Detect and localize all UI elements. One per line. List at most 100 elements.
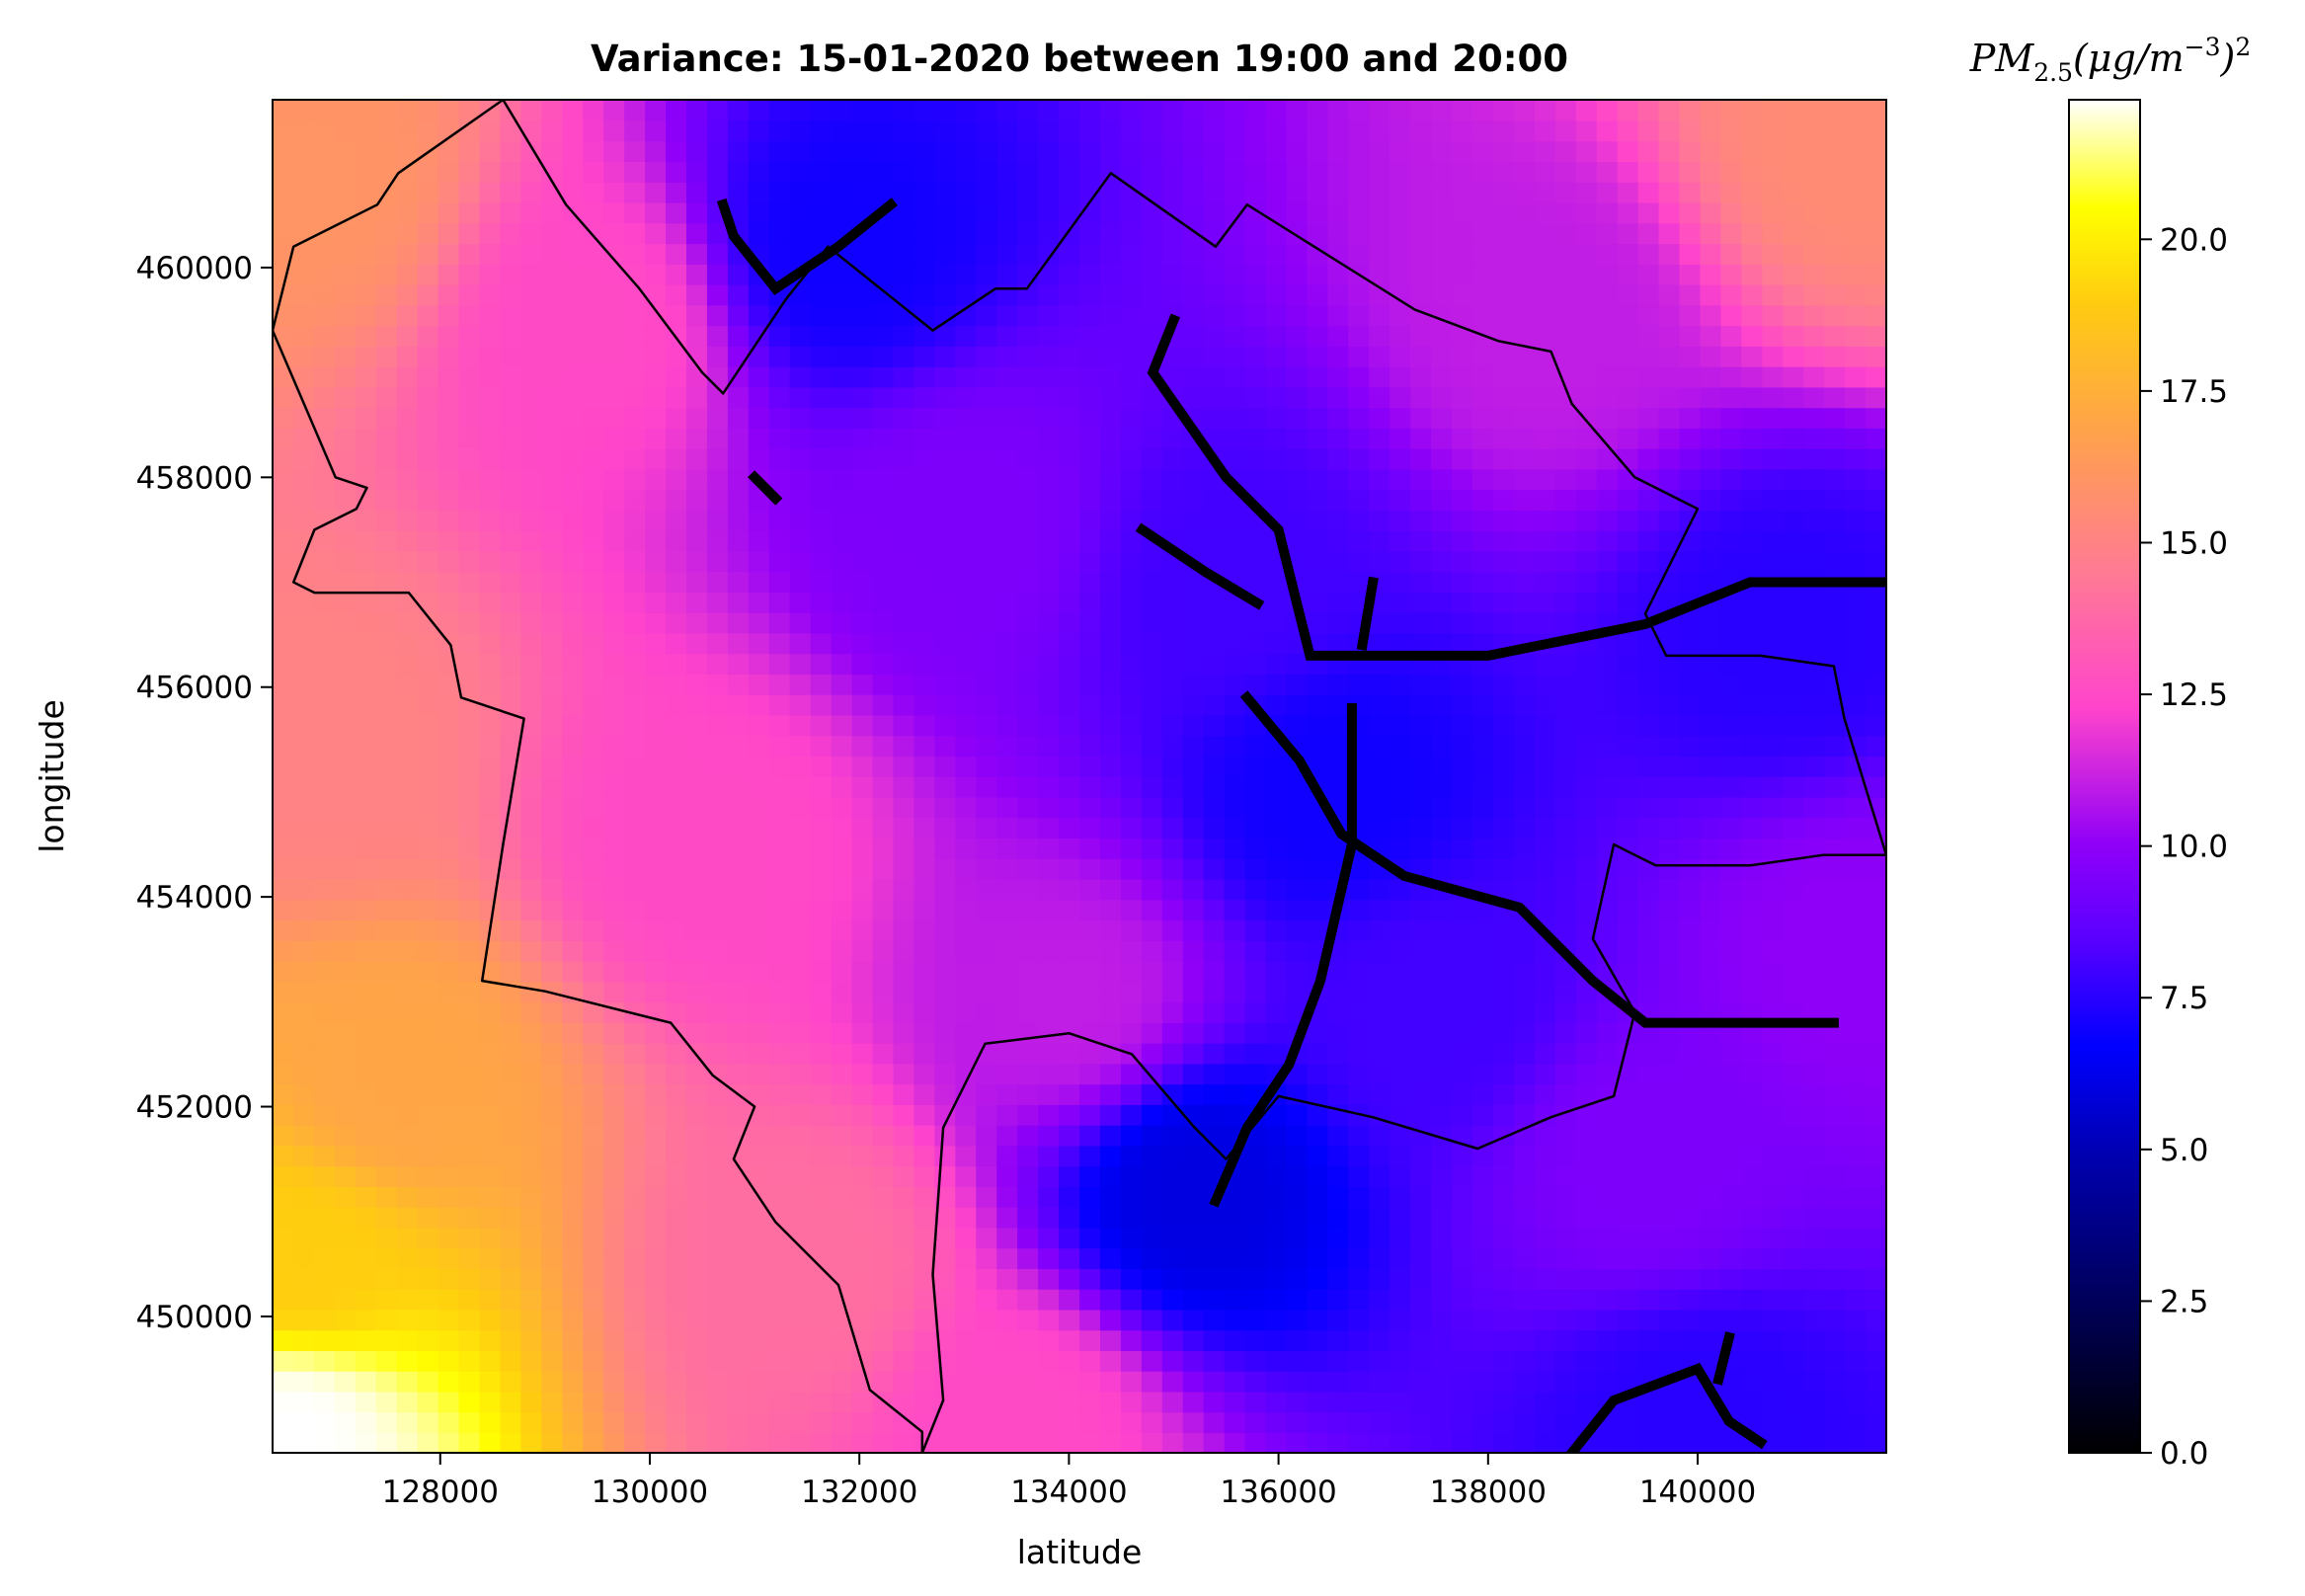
heatmap-cell [397,305,419,327]
heatmap-cell [562,633,584,655]
heatmap-cell [1245,1310,1267,1331]
heatmap-cell [1576,1043,1598,1065]
heatmap-cell [955,1310,977,1331]
heatmap-cell [1348,900,1370,921]
heatmap-cell [686,1207,708,1229]
heatmap-cell [1266,1310,1288,1331]
heatmap-cell [1183,674,1205,695]
heatmap-cell [707,1371,729,1393]
heatmap-cell [1472,1392,1494,1413]
heatmap-cell [1493,919,1515,941]
heatmap-cell [1803,1268,1825,1290]
heatmap-cell [1824,818,1846,839]
heatmap-cell [996,879,1018,901]
heatmap-cell [996,141,1018,163]
heatmap-cell [1079,900,1101,921]
heatmap-cell [438,469,460,491]
heatmap-cell [1225,325,1246,347]
heatmap-cell [1700,182,1721,203]
heatmap-cell [1431,818,1453,839]
heatmap-cell [583,1083,604,1105]
heatmap-cell [1183,1064,1205,1085]
heatmap-cell [1266,120,1288,142]
heatmap-cell [1659,1247,1681,1269]
heatmap-cell [1162,161,1184,183]
heatmap-cell [1348,1350,1370,1372]
heatmap-cell [1638,1310,1660,1331]
heatmap-cell [397,346,419,367]
heatmap-cell [1472,448,1494,470]
heatmap-cell [955,1022,977,1044]
heatmap-cell [1741,530,1763,552]
heatmap-cell [749,510,770,531]
heatmap-cell [1100,571,1122,593]
heatmap-cell [666,633,687,655]
heatmap-cell [1576,756,1598,777]
heatmap-cell [1369,1064,1391,1085]
heatmap-cell [438,1104,460,1126]
heatmap-cell [418,1022,439,1044]
heatmap-cell [1245,1329,1267,1351]
heatmap-cell [873,879,895,901]
heatmap-cell [1307,592,1328,613]
heatmap-cell [1700,1125,1721,1147]
heatmap-cell [479,387,501,409]
heatmap-cell [934,182,956,203]
heatmap-cell [418,919,439,941]
heatmap-cell [1803,1310,1825,1331]
heatmap-cell [1472,1350,1494,1372]
heatmap-cell [583,1310,604,1331]
heatmap-cell [1803,182,1825,203]
heatmap-cell [583,1392,604,1413]
heatmap-cell [1638,305,1660,327]
heatmap-cell [1720,182,1742,203]
heatmap-cell [873,653,895,675]
heatmap-cell [1100,776,1122,798]
heatmap-cell [1183,510,1205,531]
heatmap-cell [832,264,853,285]
heatmap-cell [562,305,584,327]
heatmap-cell [1700,202,1721,224]
heatmap-cell [562,428,584,449]
heatmap-cell [1327,1289,1349,1311]
heatmap-cell [479,1329,501,1351]
heatmap-cell [562,510,584,531]
heatmap-cell [1183,1371,1205,1393]
heatmap-cell [1659,879,1681,901]
heatmap-cell [811,1125,833,1147]
heatmap-cell [873,1247,895,1269]
heatmap-cell [1142,592,1163,613]
heatmap-cell [583,735,604,757]
heatmap-cell [852,1207,874,1229]
heatmap-cell [1286,797,1308,819]
heatmap-cell [520,489,542,511]
heatmap-cell [1204,346,1226,367]
heatmap-cell [1659,961,1681,983]
heatmap-cell [273,1104,294,1126]
heatmap-cell [541,1228,563,1249]
heatmap-cell [790,346,812,367]
heatmap-cell [1286,264,1308,285]
heatmap-cell [376,100,398,121]
heatmap-cell [893,489,914,511]
heatmap-cell [1245,1146,1267,1167]
heatmap-cell [541,633,563,655]
heatmap-cell [996,120,1018,142]
heatmap-cell [976,1064,997,1085]
heatmap-cell [500,1125,521,1147]
heatmap-cell [1204,715,1226,737]
heatmap-cell [1390,592,1411,613]
heatmap-cell [686,1165,708,1187]
heatmap-cell [1618,756,1639,777]
heatmap-cell [314,940,336,962]
heatmap-cell [1535,284,1556,306]
heatmap-cell [790,530,812,552]
heatmap-cell [1038,838,1060,859]
heatmap-cell [934,879,956,901]
heatmap-cell [624,1207,646,1229]
heatmap-cell [1638,1207,1660,1229]
heatmap-cell [1472,940,1494,962]
heatmap-cell [1017,1310,1039,1331]
heatmap-cell [1121,1104,1143,1126]
heatmap-cell [1307,900,1328,921]
